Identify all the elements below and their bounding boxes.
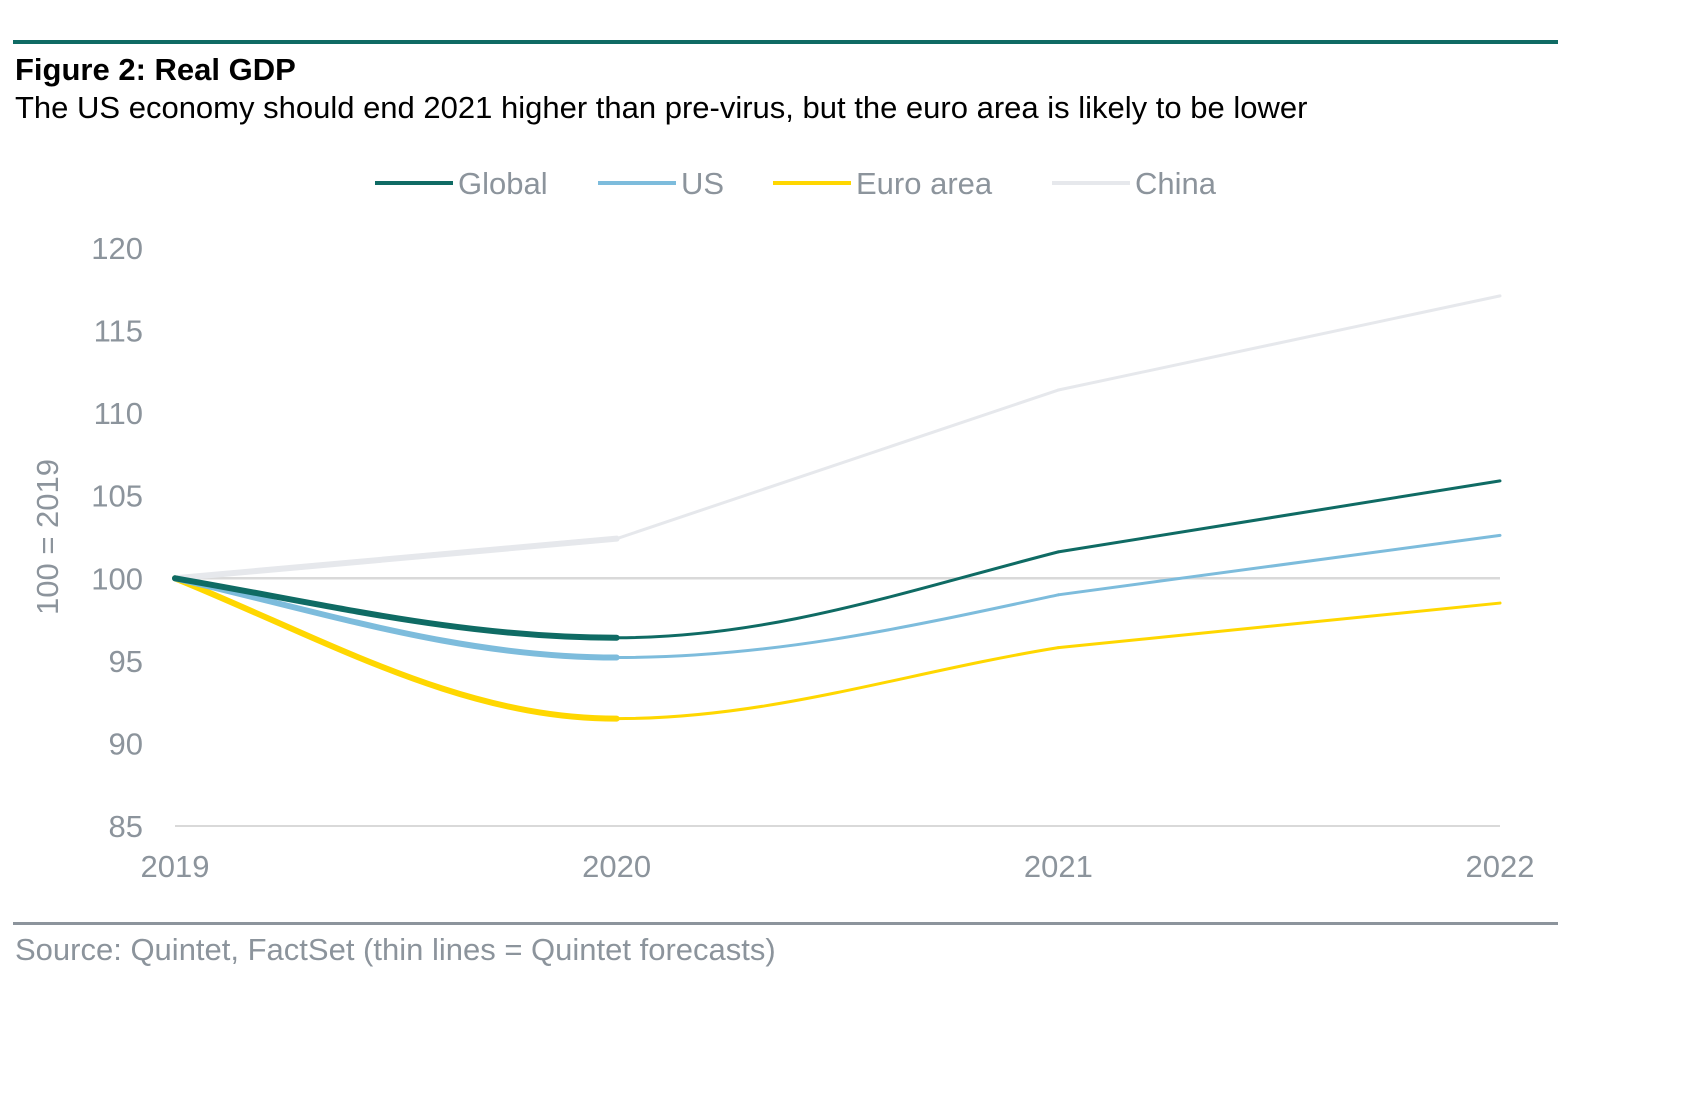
- series-global-segment-forecast: [615, 550, 1060, 640]
- legend-label-us: US: [681, 166, 724, 201]
- legend-label-euro: Euro area: [856, 166, 993, 201]
- series-china-segment-actual: [172, 535, 620, 582]
- y-tick-label: 115: [94, 314, 143, 349]
- x-axis: 2019 2020 2021 2022: [141, 825, 1535, 884]
- legend-item-china: China: [1052, 166, 1217, 201]
- series-china: [172, 294, 1502, 582]
- figure-subtitle: The US economy should end 2021 higher th…: [15, 90, 1308, 125]
- series-global-segment-forecast: [1056, 479, 1502, 554]
- series-euro-segment-actual: [172, 575, 620, 722]
- y-axis: 120 115 110 105 100 95 90 85 100 = 2019: [30, 231, 143, 844]
- legend-item-euro: Euro area: [773, 166, 993, 201]
- x-tick-label: 2020: [582, 849, 651, 884]
- series-global-segment-actual: [172, 575, 620, 641]
- legend-item-global: Global: [375, 166, 548, 201]
- source-note: Source: Quintet, FactSet (thin lines = Q…: [15, 932, 776, 967]
- series-euro: [172, 575, 1502, 722]
- y-axis-title: 100 = 2019: [30, 459, 65, 615]
- figure-title: Figure 2: Real GDP: [15, 52, 296, 87]
- series-us-segment-actual: [172, 575, 620, 661]
- x-tick-label: 2021: [1024, 849, 1093, 884]
- series-china-segment-forecast: [1056, 294, 1502, 392]
- y-tick-label: 95: [109, 644, 143, 679]
- y-tick-label: 105: [91, 479, 143, 514]
- legend-item-us: US: [598, 166, 724, 201]
- series-global: [172, 479, 1502, 641]
- series-euro-segment-forecast: [615, 646, 1060, 721]
- x-tick-label: 2019: [141, 849, 210, 884]
- x-tick-label: 2022: [1466, 849, 1535, 884]
- series-us: [172, 533, 1502, 661]
- top-rule: [13, 40, 1558, 44]
- series-lines: [172, 294, 1502, 722]
- series-china-segment-forecast: [615, 388, 1060, 541]
- legend-label-china: China: [1135, 166, 1217, 201]
- y-tick-label: 90: [109, 726, 143, 761]
- y-tick-label: 110: [94, 396, 143, 431]
- series-euro-segment-forecast: [1056, 601, 1502, 650]
- legend-label-global: Global: [458, 166, 548, 201]
- chart-legend: Global US Euro area China: [375, 166, 1217, 201]
- series-us-segment-forecast: [1056, 533, 1502, 597]
- y-tick-label: 85: [109, 809, 143, 844]
- y-tick-label: 120: [91, 231, 143, 266]
- series-us-segment-forecast: [615, 593, 1060, 660]
- bottom-rule: [13, 922, 1558, 925]
- y-tick-label: 100: [91, 561, 143, 596]
